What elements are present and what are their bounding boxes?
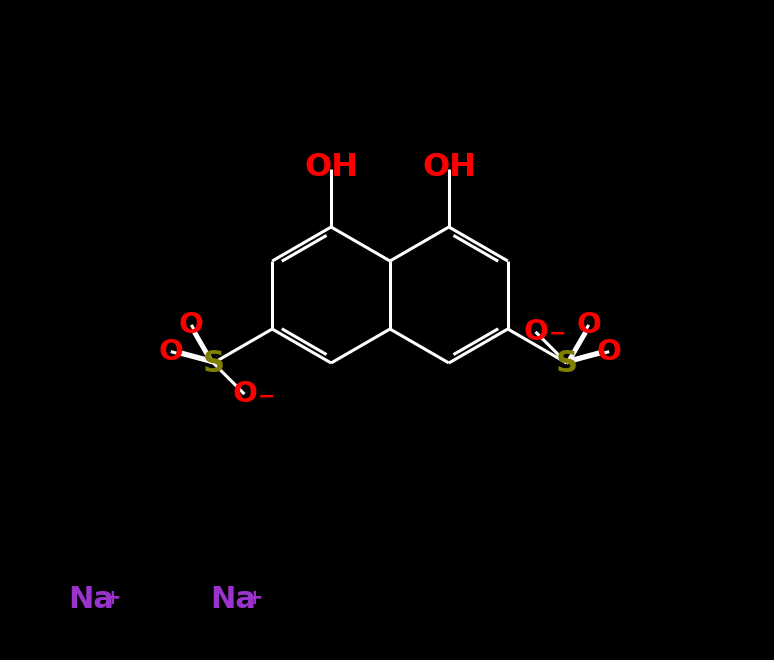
Text: O: O bbox=[597, 338, 622, 366]
Text: O: O bbox=[179, 311, 204, 339]
Text: S: S bbox=[202, 348, 224, 378]
Text: −: − bbox=[258, 386, 275, 406]
Text: O: O bbox=[576, 311, 601, 339]
Text: +: + bbox=[104, 588, 122, 608]
Text: O: O bbox=[159, 338, 183, 366]
Text: Na: Na bbox=[68, 585, 114, 614]
Text: OH: OH bbox=[304, 152, 358, 183]
Text: −: − bbox=[549, 324, 566, 344]
Text: S: S bbox=[556, 348, 577, 378]
Text: O: O bbox=[232, 380, 257, 408]
Text: OH: OH bbox=[422, 152, 476, 183]
Text: O: O bbox=[523, 318, 548, 346]
Text: Na: Na bbox=[210, 585, 256, 614]
Text: +: + bbox=[246, 588, 264, 608]
